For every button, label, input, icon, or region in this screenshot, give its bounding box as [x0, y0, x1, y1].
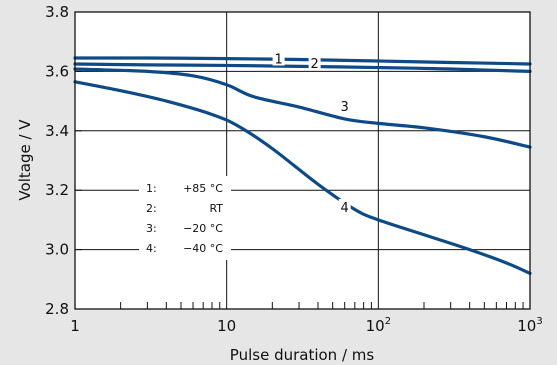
curve-label-knockout — [272, 50, 285, 66]
series-layer — [73, 56, 532, 275]
x-tick-labels: 1 10 102 103 — [70, 316, 543, 335]
legend-entry-number: 4: — [146, 242, 157, 255]
legend-entry-text: RT — [209, 202, 223, 215]
legend-entry-text: −20 °C — [183, 222, 223, 235]
curve-label-4: 4 — [341, 201, 349, 216]
curve-label-knockout — [308, 54, 321, 70]
curve-labels: 1 2 3 4 — [272, 50, 351, 216]
series-line-4 — [73, 80, 532, 275]
curve-label-3: 3 — [341, 100, 349, 115]
y-tick-labels: 2.8 3.0 3.2 3.4 3.6 3.8 — [45, 3, 69, 318]
legend: 1: +85 °C 2: RT 3: −20 °C 4: −40 °C — [139, 176, 231, 260]
legend-box — [139, 176, 231, 260]
series-line-1 — [73, 56, 532, 66]
legend-entry-number: 1: — [146, 182, 157, 195]
series-line-3 — [73, 67, 532, 149]
x-tick-label: 1 — [70, 317, 80, 335]
legend-entry-text: −40 °C — [183, 242, 223, 255]
y-tick-label: 3.4 — [45, 122, 69, 140]
y-tick-label: 3.2 — [45, 181, 69, 199]
curve-label-knockout — [338, 199, 351, 215]
y-tick-label: 2.8 — [45, 300, 69, 318]
x-tick-label: 10 — [217, 317, 236, 335]
series-line-2 — [73, 62, 532, 73]
curve-label-knockout — [338, 98, 351, 114]
y-tick-label: 3.8 — [45, 3, 69, 21]
curve-label-1: 1 — [274, 53, 282, 68]
minor-ticks — [120, 302, 524, 309]
curve-label-2: 2 — [310, 57, 318, 72]
x-tick-label: 102 — [366, 316, 391, 335]
x-axis-title: Pulse duration / ms — [230, 346, 375, 364]
plot-frame — [74, 11, 531, 310]
y-tick-label: 3.6 — [45, 62, 69, 80]
y-axis-title: Voltage / V — [16, 119, 34, 201]
legend-entry-text: +85 °C — [183, 182, 223, 195]
y-tick-label: 3.0 — [45, 241, 69, 259]
legend-entry-number: 3: — [146, 222, 157, 235]
legend-entry-number: 2: — [146, 202, 157, 215]
